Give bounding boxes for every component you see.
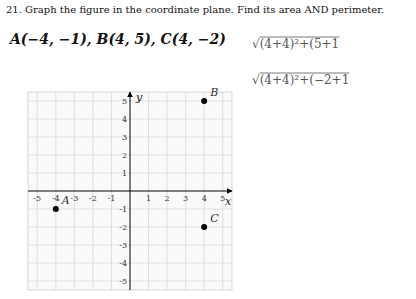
- y-tick-label: -1: [119, 205, 127, 214]
- x-tick-label: -1: [108, 194, 116, 203]
- x-tick-label: -2: [89, 194, 97, 203]
- y-tick-label: 2: [122, 151, 127, 160]
- point: [201, 224, 207, 230]
- plot-area: [28, 92, 232, 290]
- x-tick-label: -3: [70, 194, 78, 203]
- y-tick-label: 3: [122, 133, 127, 142]
- y-axis: [130, 92, 131, 290]
- chart: 21. Graph the figure in the coordinate p…: [0, 0, 416, 299]
- x-tick-label: 5: [220, 194, 225, 203]
- x-tick-label: -5: [33, 194, 41, 203]
- point: [201, 98, 207, 104]
- x-tick-label: 1: [146, 194, 151, 203]
- y-tick-label: 4: [122, 115, 127, 124]
- x-tick-label: -4: [52, 194, 60, 203]
- y-tick-label: 1: [122, 169, 127, 178]
- x-tick-label: 4: [202, 194, 207, 203]
- x-axis-label: x: [225, 195, 232, 208]
- subtitle: A(−4, −1), B(4, 5), C(4, −2): [8, 31, 226, 47]
- point-label: C: [210, 212, 219, 225]
- point-label: A: [61, 194, 70, 207]
- point: [53, 206, 59, 212]
- y-tick-label: -4: [119, 259, 127, 268]
- x-tick-label: 3: [183, 194, 188, 203]
- point-label: B: [209, 86, 218, 99]
- radical-bar: [260, 73, 350, 74]
- y-axis-label: y: [135, 91, 143, 104]
- y-tick-label: -3: [119, 241, 127, 250]
- x-tick-label: 2: [165, 194, 170, 203]
- y-tick-label: -5: [119, 277, 127, 286]
- y-tick-label: -2: [119, 223, 127, 232]
- title: 21. Graph the figure in the coordinate p…: [6, 4, 384, 15]
- radical-bar: [260, 37, 340, 38]
- annotation: √(4+4)²+(5+1: [252, 37, 339, 51]
- annotation: √(4+4)²+(−2+1: [252, 73, 349, 87]
- y-tick-label: 5: [122, 97, 127, 106]
